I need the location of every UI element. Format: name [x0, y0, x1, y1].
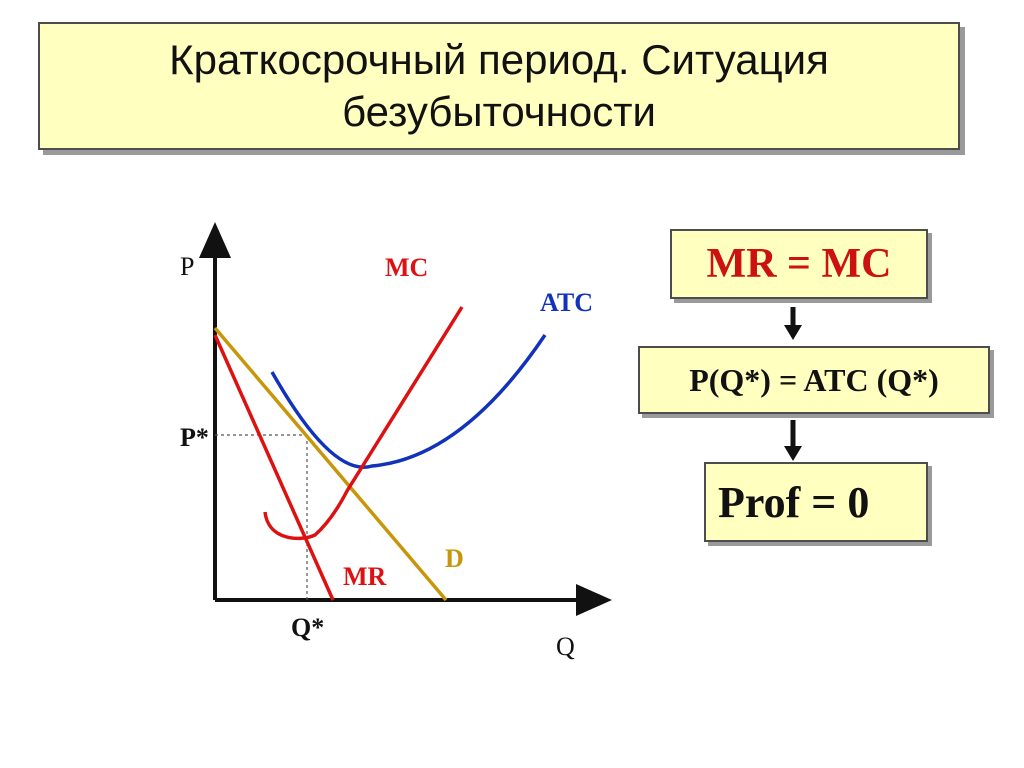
flow-step-2: P(Q*) = ATC (Q*)	[689, 361, 939, 398]
mr-label: MR	[343, 562, 387, 591]
atc-curve	[270, 334, 547, 469]
demand-label: D	[445, 544, 464, 573]
flow-box-profit-zero: Prof = 0	[704, 462, 928, 542]
mc-curve	[263, 306, 464, 541]
title-banner: Краткосрочный период. Ситуация безубыточ…	[38, 22, 960, 150]
flow-arrow-2-head	[784, 446, 802, 461]
flow-step-3: Prof = 0	[718, 477, 870, 527]
p-star-label: P*	[180, 423, 209, 452]
slide-title: Краткосрочный период. Ситуация безубыточ…	[169, 36, 829, 135]
mr-curve	[213, 334, 335, 601]
atc-label: ATC	[540, 288, 593, 317]
x-axis-label: Q	[556, 632, 575, 661]
flow-box-mr-equals-mc: MR = MC	[670, 229, 928, 299]
flow-box-price-equals-atc: P(Q*) = ATC (Q*)	[638, 346, 990, 414]
demand-curve	[213, 326, 448, 602]
mc-label: MC	[385, 253, 428, 282]
y-axis-label: P	[180, 252, 194, 281]
q-star-label: Q*	[291, 613, 324, 642]
flow-arrow-1-head	[784, 325, 802, 340]
flow-step-1: MR = MC	[706, 241, 892, 287]
